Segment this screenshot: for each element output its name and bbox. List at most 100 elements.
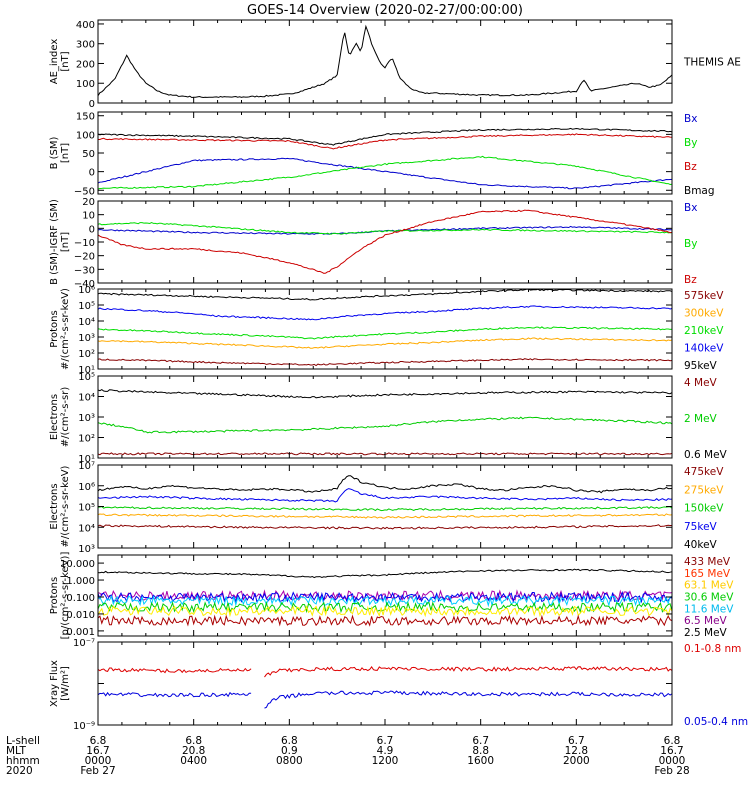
y-tick-label: 200 bbox=[76, 59, 95, 70]
legend-entry: Bmag bbox=[684, 185, 715, 197]
series-6-5-mev bbox=[98, 605, 672, 618]
legend-entry: 95keV bbox=[684, 360, 718, 372]
y-tick-label: 150 bbox=[76, 112, 95, 123]
series-bmag bbox=[98, 127, 672, 146]
y-tick-label: 50 bbox=[82, 149, 95, 160]
x-tick-label: 6.8 bbox=[664, 735, 681, 747]
x-tick-label: 6.7 bbox=[472, 735, 489, 747]
series-30-6-mev bbox=[98, 594, 672, 608]
panel-7-series-group bbox=[98, 568, 672, 627]
y-tick-label: 10⁴ bbox=[78, 393, 95, 404]
panel-8-series-group bbox=[98, 666, 672, 709]
legend-entry: By bbox=[684, 137, 697, 149]
y-tick-label: 10⁻⁷ bbox=[73, 638, 95, 649]
series-by bbox=[98, 155, 672, 190]
panel-5: 10¹ 10² 10³ 10⁴ 10⁵ Electrons #/(cm²-s-sr) 4 Me… bbox=[49, 372, 728, 465]
legend-entry: 40keV bbox=[684, 539, 718, 551]
y-tick-label: 10² bbox=[78, 434, 95, 445]
series-300kev bbox=[98, 305, 672, 321]
legend-entry: 300keV bbox=[684, 308, 724, 320]
x-tick-label: 12.8 bbox=[565, 745, 588, 757]
y-tick-label: 10⁵ bbox=[78, 503, 95, 514]
y-tick-label: 10⁵ bbox=[78, 372, 95, 383]
x-tick-label: 16.7 bbox=[86, 745, 109, 757]
y-axis-label: #/(cm²-s-sr) bbox=[60, 387, 71, 448]
y-tick-label: 100 bbox=[76, 130, 95, 141]
x-tick-label: 1600 bbox=[467, 755, 494, 767]
legend-entry: 30.6 MeV bbox=[684, 592, 734, 604]
x-tick-label: 6.7 bbox=[377, 735, 394, 747]
y-tick-label: −10 bbox=[74, 238, 95, 249]
series-2-mev bbox=[98, 416, 672, 434]
series-2-5-mev bbox=[98, 614, 672, 627]
y-tick-label: 0.100 bbox=[66, 593, 95, 604]
x-row-label: hhmm bbox=[6, 755, 40, 767]
panel-frame bbox=[97, 375, 673, 459]
y-axis-label: B (SM)-IGRF (SM) bbox=[49, 199, 60, 285]
y-tick-label: 10³ bbox=[78, 544, 95, 555]
legend-entry: By bbox=[684, 238, 697, 250]
series-475kev bbox=[98, 475, 672, 494]
y-axis-label: #/(cm²-s-sr-keV) bbox=[60, 465, 71, 547]
y-tick-label: 400 bbox=[76, 20, 95, 31]
panel-6: 10³ 10⁴ 10⁵ 10⁶ 10⁷ Electrons #/(cm²-s-sr-keV)… bbox=[49, 461, 724, 555]
x-tick-label: 1200 bbox=[372, 755, 399, 767]
legend-entry: 0.05-0.4 nm bbox=[684, 716, 748, 728]
panel-8: 10⁻⁹ 10⁻⁷ Xray Flux [W/m²] 0.1-0.8 nm 0.05-0.… bbox=[49, 638, 748, 732]
x-tick-label: 0000 bbox=[659, 755, 686, 767]
y-tick-label: 10¹ bbox=[78, 454, 95, 465]
legend-entry: 4 MeV bbox=[684, 377, 718, 389]
legend-entry: 63.1 MeV bbox=[684, 580, 734, 592]
series-bx bbox=[98, 157, 672, 190]
series-150kev bbox=[98, 506, 672, 512]
panel-frame bbox=[97, 111, 673, 195]
x-row-label: L-shell bbox=[6, 735, 40, 747]
x-tick-label: Feb 28 bbox=[654, 765, 689, 777]
legend-entry: 475keV bbox=[684, 466, 724, 478]
panel-frame bbox=[97, 19, 673, 104]
x-tick-label: 6.8 bbox=[90, 735, 107, 747]
legend-entry: Bz bbox=[684, 161, 697, 173]
series-95kev bbox=[98, 358, 672, 367]
y-tick-label: 10¹ bbox=[78, 365, 95, 376]
legend-entry: 575keV bbox=[684, 290, 724, 302]
x-tick-label: 6.7 bbox=[568, 735, 585, 747]
y-tick-label: 10⁴ bbox=[78, 523, 95, 534]
legend-entry: 6.5 MeV bbox=[684, 615, 728, 627]
y-axis-label: [nT] bbox=[60, 51, 71, 71]
panel-frame bbox=[97, 464, 673, 549]
legend-entry: 0.1-0.8 nm bbox=[684, 643, 741, 655]
y-axis-label: Electrons bbox=[49, 394, 60, 440]
y-axis-label: [nT] bbox=[60, 143, 71, 163]
y-tick-label: −50 bbox=[74, 186, 95, 197]
series-4-mev bbox=[98, 389, 672, 399]
y-tick-label: 1.000 bbox=[66, 576, 95, 587]
legend-entry: 2 MeV bbox=[684, 413, 718, 425]
y-tick-label: 10.000 bbox=[60, 559, 95, 570]
series-themis-ae bbox=[98, 24, 672, 99]
series-0-05-0-4-nm bbox=[98, 690, 672, 709]
panel-frame bbox=[97, 641, 673, 726]
x-tick-label: 16.7 bbox=[660, 745, 683, 757]
x-tick-label: 8.8 bbox=[472, 745, 489, 757]
x-row-label: 2020 bbox=[6, 765, 33, 777]
y-tick-label: 10 bbox=[82, 211, 95, 222]
x-tick-label: 0000 bbox=[85, 755, 112, 767]
series-bz bbox=[98, 133, 672, 150]
series-75kev bbox=[98, 513, 672, 519]
y-axis-label: B (SM) bbox=[49, 136, 60, 169]
y-tick-label: 100 bbox=[76, 79, 95, 90]
panel-2-series-group bbox=[98, 127, 672, 190]
y-axis-label: [nT] bbox=[60, 232, 71, 252]
y-axis-label: [W/m²] bbox=[60, 666, 71, 701]
y-tick-label: 20 bbox=[82, 197, 95, 208]
legend-entry: Bz bbox=[684, 274, 697, 286]
y-tick-label: 10⁶ bbox=[78, 285, 95, 296]
panel-2: −50 0 50 100 150 B (SM) [nT] Bx By Bz Bmag bbox=[49, 111, 715, 197]
panel-frame bbox=[97, 288, 673, 370]
legend-entry: 275keV bbox=[684, 484, 724, 496]
legend-entry: 75keV bbox=[684, 521, 718, 533]
